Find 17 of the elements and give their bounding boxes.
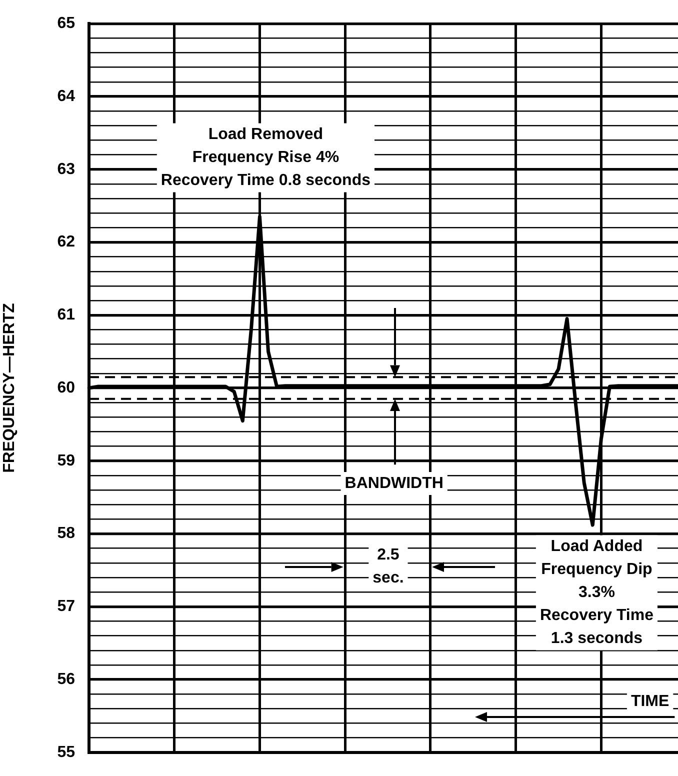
y-tick-label: 61 bbox=[57, 306, 76, 324]
annotation: 2.5 sec. bbox=[372, 546, 404, 586]
y-tick-label: 55 bbox=[57, 744, 76, 761]
y-axis-title: FREQUENCY—HERTZ bbox=[1, 302, 18, 473]
y-tick-label: 58 bbox=[57, 525, 76, 542]
annotation: TIME bbox=[630, 692, 670, 710]
y-tick-label: 62 bbox=[57, 234, 76, 251]
annotation: Load Removed Frequency Rise 4% Recovery Time 0.8 seconds bbox=[160, 126, 371, 190]
annotation: BANDWIDTH bbox=[344, 474, 444, 492]
annotation: Load Added Frequency Dip 3.3% Recovery Time 1.3 seconds bbox=[540, 538, 654, 648]
y-tick-label: 63 bbox=[57, 160, 76, 178]
y-tick-label: 65 bbox=[57, 15, 76, 32]
y-tick-label: 56 bbox=[57, 670, 76, 688]
y-tick-label: 59 bbox=[57, 452, 76, 470]
y-tick-label: 60 bbox=[57, 379, 76, 396]
y-tick-label: 64 bbox=[57, 88, 76, 105]
y-tick-label: 57 bbox=[57, 598, 76, 616]
